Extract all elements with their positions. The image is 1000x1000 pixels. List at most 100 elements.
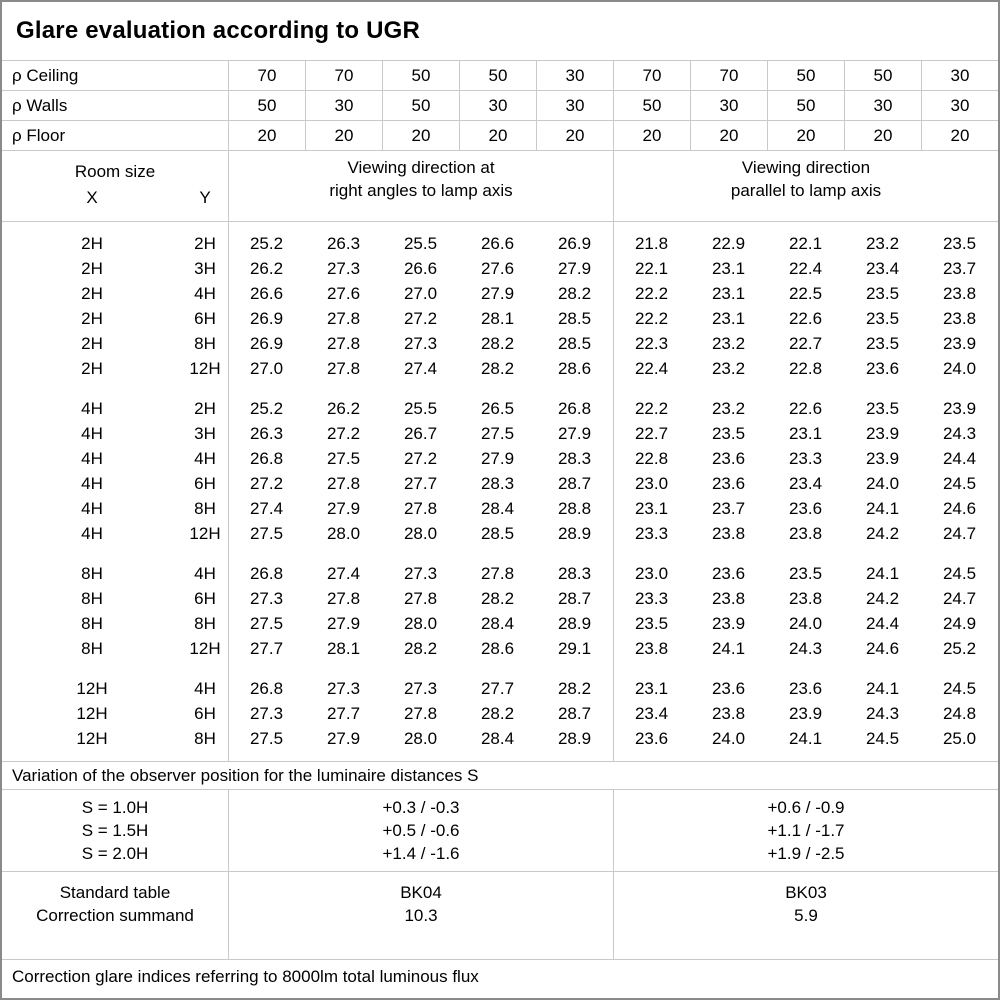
ugr-value-parallel: 23.0 [634, 474, 669, 493]
ugr-value-parallel: 24.0 [942, 359, 977, 378]
room-y-value: 3H [194, 259, 216, 278]
ugr-value-right-angle: 27.5 [249, 614, 284, 633]
room-y-value: 3H [194, 424, 216, 443]
ugr-value-right-angle: 26.3 [326, 234, 361, 253]
ugr-value-right-angle: 27.5 [326, 449, 361, 468]
room-y-value: 2H [194, 399, 216, 418]
room-size-label: Room size [74, 162, 156, 181]
ugr-value-parallel: 24.2 [865, 589, 900, 608]
ugr-value-parallel: 23.6 [865, 359, 900, 378]
room-x-value: 12H [76, 679, 108, 698]
ugr-value-right-angle: 27.5 [480, 424, 515, 443]
room-x-value: 2H [81, 334, 103, 353]
variation-note: Variation of the observer position for t… [2, 762, 998, 790]
ugr-value-right-angle: 28.1 [480, 309, 515, 328]
ugr-value-right-angle: 25.2 [249, 234, 284, 253]
ugr-value-parallel: 24.1 [788, 729, 823, 748]
ugr-value-parallel: 23.1 [788, 424, 823, 443]
ugr-value-right-angle: 26.2 [249, 259, 284, 278]
ugr-value-right-angle: 28.1 [326, 639, 361, 658]
ugr-value-parallel: 24.9 [942, 614, 977, 633]
ugr-value-right-angle: 28.4 [480, 729, 515, 748]
room-y-value: 2H [194, 234, 216, 253]
ugr-value-parallel: 23.1 [634, 679, 669, 698]
reflectance-rows: ρ Ceiling 70 70 50 50 30 70 70 50 50 30 ρ Walls 50 30… [2, 61, 998, 151]
correction-summand-label: Correction summand [36, 906, 194, 925]
ugr-value-right-angle: 27.3 [403, 564, 438, 583]
ugr-value-right-angle: 26.9 [557, 234, 592, 253]
ugr-value-right-angle: 26.2 [326, 399, 361, 418]
room-y-value: 6H [194, 474, 216, 493]
ugr-value-right-angle: 28.2 [480, 359, 515, 378]
ugr-table-row: 4H 4H 26.8 27.5 27.2 27.9 28.3 22.8 23.6 23.3 23.9… [2, 446, 998, 471]
ugr-value-parallel: 24.7 [942, 524, 977, 543]
ugr-value-right-angle: 27.2 [403, 449, 438, 468]
ugr-value-parallel: 24.2 [865, 524, 900, 543]
ugr-value-parallel: 24.6 [942, 499, 977, 518]
variation-value: +1.1 / -1.7 [767, 821, 845, 840]
ugr-value-parallel: 22.2 [634, 284, 669, 303]
ugr-value-parallel: 23.5 [865, 284, 900, 303]
page-title: Glare evaluation according to UGR [2, 2, 998, 61]
reflectance-row: ρ Ceiling 70 70 50 50 30 70 70 50 50 30 [2, 61, 998, 91]
variation-value: +1.4 / -1.6 [382, 844, 460, 863]
ugr-value-parallel: 23.5 [865, 399, 900, 418]
ugr-value-right-angle: 27.8 [403, 499, 438, 518]
reflectance-value: 70 [690, 61, 767, 90]
room-y-value: 12H [189, 524, 221, 543]
ugr-value-right-angle: 27.2 [403, 309, 438, 328]
room-y-value: 6H [194, 589, 216, 608]
reflectance-value: 20 [921, 121, 998, 150]
ugr-value-right-angle: 27.9 [557, 424, 592, 443]
reflectance-value: 30 [921, 91, 998, 120]
ugr-value-right-angle: 27.0 [403, 284, 438, 303]
ugr-value-right-angle: 27.3 [249, 704, 284, 723]
correction-summand-value: 10.3 [404, 906, 438, 925]
ugr-value-parallel: 23.8 [788, 524, 823, 543]
ugr-value-parallel: 25.0 [942, 729, 977, 748]
ugr-table-row: 8H 8H 27.5 27.9 28.0 28.4 28.9 23.5 23.9 24.0 24.4… [2, 611, 998, 636]
room-size-header: Room size X Y [2, 151, 228, 221]
section-header-line: Viewing direction [741, 158, 871, 177]
ugr-value-right-angle: 27.2 [326, 424, 361, 443]
room-x-value: 4H [81, 399, 103, 418]
ugr-value-right-angle: 28.4 [480, 499, 515, 518]
room-y-value: 12H [189, 639, 221, 658]
ugr-value-parallel: 22.7 [788, 334, 823, 353]
room-x-value: 8H [81, 564, 103, 583]
ugr-value-parallel: 22.6 [788, 309, 823, 328]
ugr-value-parallel: 23.5 [634, 614, 669, 633]
ugr-value-parallel: 24.5 [942, 474, 977, 493]
ugr-value-right-angle: 27.8 [326, 589, 361, 608]
ugr-table-row: 2H 12H 27.0 27.8 27.4 28.2 28.6 22.4 23.2 22.8 23.… [2, 356, 998, 381]
ugr-value-right-angle: 27.7 [403, 474, 438, 493]
ugr-table-row: 2H 8H 26.9 27.8 27.3 28.2 28.5 22.3 23.2 22.7 23.5… [2, 331, 998, 356]
room-y-value: 8H [194, 334, 216, 353]
reflectance-label: ρ Ceiling [12, 65, 79, 85]
reflectance-value: 30 [305, 91, 382, 120]
ugr-value-right-angle: 28.2 [480, 334, 515, 353]
room-y-header: Y [199, 188, 211, 207]
room-y-value: 4H [194, 284, 216, 303]
column-divider [228, 222, 229, 761]
reflectance-value: 30 [536, 61, 613, 90]
ugr-value-parallel: 24.1 [865, 564, 900, 583]
ugr-table-row: 4H 8H 27.4 27.9 27.8 28.4 28.8 23.1 23.7 23.6 24.1… [2, 496, 998, 521]
block-spacer [2, 546, 998, 561]
ugr-value-parallel: 22.4 [634, 359, 669, 378]
ugr-table-row: 2H 2H 25.2 26.3 25.5 26.6 26.9 21.8 22.9 22.1 23.2… [2, 231, 998, 256]
ugr-value-right-angle: 28.0 [326, 524, 361, 543]
ugr-value-right-angle: 27.8 [326, 474, 361, 493]
ugr-value-right-angle: 27.6 [326, 284, 361, 303]
room-x-value: 12H [76, 704, 108, 723]
ugr-value-right-angle: 27.2 [249, 474, 284, 493]
ugr-value-right-angle: 28.8 [557, 499, 592, 518]
variation-section: S = 1.0H S = 1.5H S = 2.0H +0.3 / -0.3 +0.5… [2, 790, 998, 872]
standard-table-label: Standard table [59, 883, 171, 902]
room-y-value: 6H [194, 704, 216, 723]
ugr-value-right-angle: 28.0 [403, 524, 438, 543]
room-x-value: 4H [81, 424, 103, 443]
ugr-value-parallel: 24.5 [942, 679, 977, 698]
room-x-value: 8H [81, 639, 103, 658]
ugr-value-parallel: 23.9 [942, 399, 977, 418]
